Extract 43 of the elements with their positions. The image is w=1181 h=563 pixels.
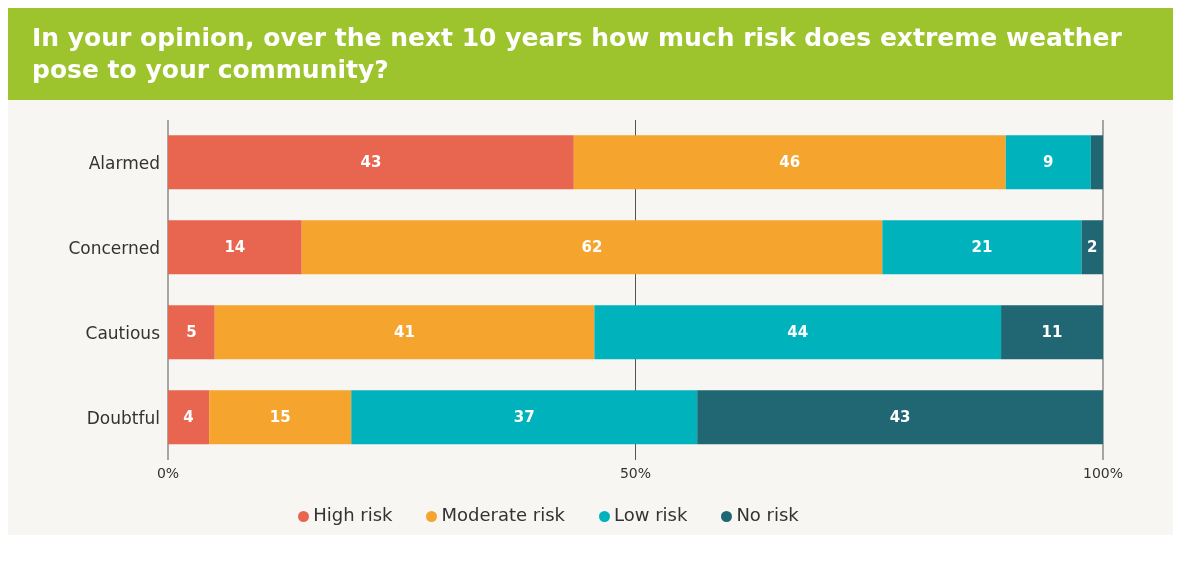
data-label: 14 <box>224 238 246 257</box>
bar <box>1005 135 1091 190</box>
data-label: 2 <box>1087 238 1098 257</box>
bar <box>573 135 1006 190</box>
bar <box>301 220 883 275</box>
data-label: 5 <box>186 323 197 342</box>
x-tick-label: 50% <box>619 464 652 481</box>
data-label: 43 <box>360 153 382 172</box>
bar <box>1090 135 1103 190</box>
y-tick-label: Cautious <box>85 322 161 343</box>
data-label: 21 <box>971 238 993 257</box>
data-label: 41 <box>394 323 415 342</box>
data-label: 44 <box>787 323 809 342</box>
legend-label: Moderate risk <box>441 504 566 525</box>
chart-title: In your opinion, over the next 10 years how much risk does extreme weather pose to your community? <box>8 8 1173 100</box>
data-label: 46 <box>779 153 801 172</box>
data-label: 4 <box>183 408 194 427</box>
bar <box>882 220 1082 275</box>
bar <box>168 220 302 275</box>
legend-label: High risk <box>313 504 393 525</box>
bar <box>168 390 210 445</box>
bar <box>1081 220 1103 275</box>
data-label: 15 <box>269 408 291 427</box>
legend-label: Low risk <box>614 504 688 525</box>
y-tick-label: Alarmed <box>88 152 160 173</box>
data-label: 11 <box>1041 323 1063 342</box>
bar <box>168 135 574 190</box>
data-label: 9 <box>1043 153 1054 172</box>
data-label: 43 <box>889 408 911 427</box>
bar <box>594 305 1002 360</box>
data-label: 62 <box>581 238 603 257</box>
bar <box>209 390 352 445</box>
y-tick-label: Doubtful <box>86 407 160 428</box>
bar <box>168 305 215 360</box>
legend-label: No risk <box>736 504 799 525</box>
y-tick-label: Concerned <box>68 237 160 258</box>
x-tick-label: 0% <box>156 464 180 481</box>
bar <box>351 390 698 445</box>
x-tick-label: 100% <box>1082 464 1124 481</box>
bar <box>214 305 595 360</box>
bar <box>1001 305 1103 360</box>
bar <box>697 390 1103 445</box>
data-label: 37 <box>513 408 535 427</box>
